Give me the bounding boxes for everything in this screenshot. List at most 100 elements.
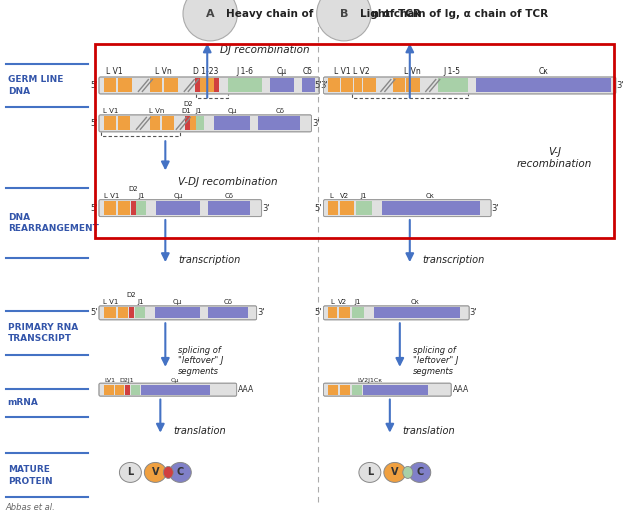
Text: Cδ: Cδ [276,108,285,114]
Text: splicing of
"leftover" J
segments: splicing of "leftover" J segments [413,346,458,376]
Bar [105,201,117,215]
Text: translation: translation [173,426,226,436]
Text: MATURE
PROTEIN: MATURE PROTEIN [8,465,52,486]
Bar [155,307,200,319]
FancyBboxPatch shape [324,306,469,320]
Text: mRNA: mRNA [8,398,38,407]
Ellipse shape [384,463,406,482]
Text: V2: V2 [340,193,349,199]
Bar [196,117,204,131]
Bar [200,79,214,92]
Bar [119,307,129,319]
FancyBboxPatch shape [99,199,261,217]
Bar [356,201,372,215]
Text: Light chain of Ig, α chain of TCR: Light chain of Ig, α chain of TCR [360,9,548,19]
Text: D 1-23: D 1-23 [192,67,218,77]
Bar [270,79,294,92]
Ellipse shape [144,463,166,482]
Text: L: L [367,467,373,478]
Text: 5': 5' [315,308,322,318]
Bar [214,117,250,131]
Text: L V1: L V1 [103,193,119,199]
Bar [228,79,262,92]
FancyBboxPatch shape [99,306,256,320]
Text: L: L [330,299,334,306]
FancyBboxPatch shape [324,77,616,94]
Bar [162,117,174,131]
Ellipse shape [409,463,431,482]
Text: L Vn: L Vn [149,108,164,114]
Bar [302,79,315,92]
Text: transcription: transcription [178,255,241,265]
Bar [150,117,161,131]
Text: D2: D2 [129,186,138,192]
Bar [105,79,117,92]
Text: 3': 3' [470,308,477,318]
Text: DNA
REARRANGEMENT: DNA REARRANGEMENT [8,213,98,233]
Bar [340,385,350,395]
Bar [132,385,140,395]
Bar [393,79,405,92]
Text: A: A [206,9,214,19]
Text: J1: J1 [137,299,144,306]
Bar [125,385,130,395]
Text: V-DJ recombination: V-DJ recombination [178,177,278,187]
Bar [190,117,196,131]
Ellipse shape [163,466,173,479]
Bar [328,79,340,92]
Text: Cμ: Cμ [174,193,183,199]
Text: J1: J1 [195,108,201,114]
Bar [328,201,338,215]
Bar [135,307,145,319]
FancyBboxPatch shape [324,199,491,217]
Text: translation: translation [403,426,455,436]
Text: C: C [177,467,184,478]
Text: J1: J1 [361,193,367,199]
Bar [156,201,200,215]
Text: J1: J1 [138,193,145,199]
Bar [132,201,137,215]
Bar [195,79,200,92]
Text: B: B [340,9,348,19]
Text: 3': 3' [492,204,499,212]
Text: 3': 3' [616,81,624,90]
Text: V-J
recombination: V-J recombination [517,148,592,169]
Bar [105,385,115,395]
Bar [363,385,428,395]
Text: L: L [329,193,333,199]
Bar [363,79,376,92]
Text: L V1 L V2: L V1 L V2 [334,67,370,77]
Text: 5': 5' [90,119,97,128]
Text: D2: D2 [184,102,193,107]
Text: V2: V2 [339,299,347,306]
Text: AAA: AAA [453,385,469,394]
Text: splicing of
"leftover" J
segments: splicing of "leftover" J segments [178,346,224,376]
Text: L: L [127,467,134,478]
Text: GERM LINE
DNA: GERM LINE DNA [8,75,63,96]
Bar [339,307,350,319]
Ellipse shape [403,466,413,479]
Ellipse shape [169,463,191,482]
Text: LV2J1Cκ: LV2J1Cκ [357,378,382,383]
Text: Heavy chain of Ig, β chain of TCR: Heavy chain of Ig, β chain of TCR [226,9,421,19]
Text: Cμ: Cμ [172,299,182,306]
Text: 5': 5' [90,308,97,318]
Bar [382,201,480,215]
Text: D2: D2 [127,292,136,298]
Text: Cκ: Cκ [425,193,434,199]
Text: J 1-5: J 1-5 [443,67,460,77]
Text: 3': 3' [257,308,265,318]
Text: Cμ: Cμ [171,378,179,383]
Text: LV1: LV1 [104,378,115,383]
Bar [95,44,614,238]
Text: V: V [391,467,399,478]
FancyBboxPatch shape [99,77,320,94]
Text: Cδ: Cδ [224,193,234,199]
Bar [186,117,190,131]
Bar [406,79,419,92]
Text: D1: D1 [181,108,191,114]
Text: Cμ: Cμ [228,108,237,114]
Bar [352,307,364,319]
Ellipse shape [359,463,381,482]
Bar [150,79,162,92]
